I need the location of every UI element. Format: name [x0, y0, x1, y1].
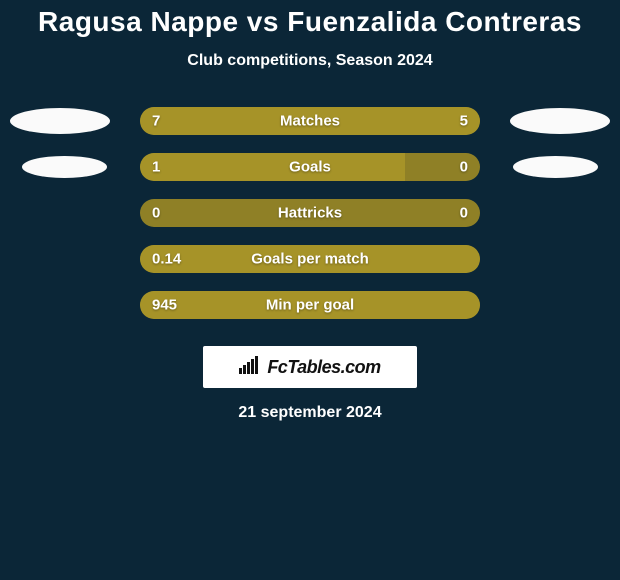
- h2h-infographic: Ragusa Nappe vs Fuenzalida Contreras Clu…: [0, 0, 620, 580]
- player-silhouette-left: [10, 108, 110, 134]
- stat-bar: 0 Hattricks 0: [140, 199, 480, 227]
- bar-chart-icon: [239, 356, 261, 379]
- stat-row-goals: 1 Goals 0: [0, 144, 620, 190]
- stat-value-right: 0: [460, 159, 468, 176]
- stat-label: Matches: [280, 113, 340, 130]
- stat-row-hattricks: 0 Hattricks 0: [0, 190, 620, 236]
- stat-value-right: 5: [460, 113, 468, 130]
- brand-badge: FcTables.com: [203, 346, 417, 388]
- stat-bar: 7 Matches 5: [140, 107, 480, 135]
- stat-value-left: 0.14: [152, 251, 181, 268]
- subtitle: Club competitions, Season 2024: [0, 52, 620, 70]
- stat-value-left: 945: [152, 297, 177, 314]
- stat-bar: 0.14 Goals per match: [140, 245, 480, 273]
- stat-rows: 7 Matches 5 1 Goals 0 0 Hattricks: [0, 98, 620, 328]
- stat-row-matches: 7 Matches 5: [0, 98, 620, 144]
- stat-value-left: 0: [152, 205, 160, 222]
- page-title: Ragusa Nappe vs Fuenzalida Contreras: [0, 6, 620, 38]
- stat-label: Min per goal: [266, 297, 354, 314]
- date-label: 21 september 2024: [0, 404, 620, 422]
- stat-label: Goals: [289, 159, 331, 176]
- player-silhouette-left: [22, 156, 107, 178]
- stat-value-left: 7: [152, 113, 160, 130]
- stat-label: Hattricks: [278, 205, 342, 222]
- stat-bar: 945 Min per goal: [140, 291, 480, 319]
- stat-bar-fill-right: [337, 107, 480, 135]
- player-silhouette-right: [513, 156, 598, 178]
- stat-value-left: 1: [152, 159, 160, 176]
- stat-bar: 1 Goals 0: [140, 153, 480, 181]
- stat-value-right: 0: [460, 205, 468, 222]
- stat-label: Goals per match: [251, 251, 369, 268]
- stat-row-min-per-goal: 945 Min per goal: [0, 282, 620, 328]
- stat-bar-fill-left: [140, 153, 405, 181]
- player-silhouette-right: [510, 108, 610, 134]
- stat-row-goals-per-match: 0.14 Goals per match: [0, 236, 620, 282]
- brand-text: FcTables.com: [267, 357, 380, 378]
